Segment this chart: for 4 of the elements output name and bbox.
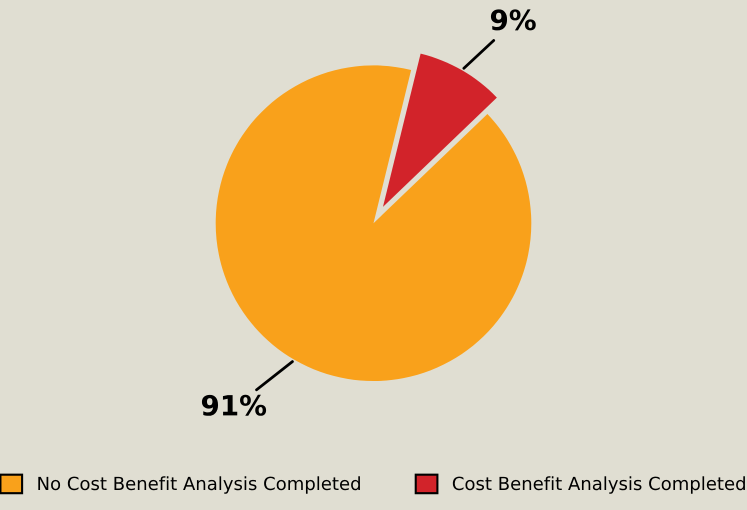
legend-label: No Cost Benefit Analysis Completed — [38, 476, 360, 494]
legend-label: Cost Benefit Analysis Completed — [452, 476, 745, 494]
data-label: 9% — [490, 9, 536, 30]
data-label: 91% — [202, 394, 266, 416]
